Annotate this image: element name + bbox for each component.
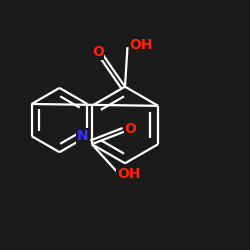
Text: O: O <box>92 45 104 59</box>
Text: OH: OH <box>129 38 153 52</box>
Text: OH: OH <box>117 167 141 181</box>
Text: O: O <box>124 122 136 136</box>
Text: N: N <box>77 129 89 143</box>
